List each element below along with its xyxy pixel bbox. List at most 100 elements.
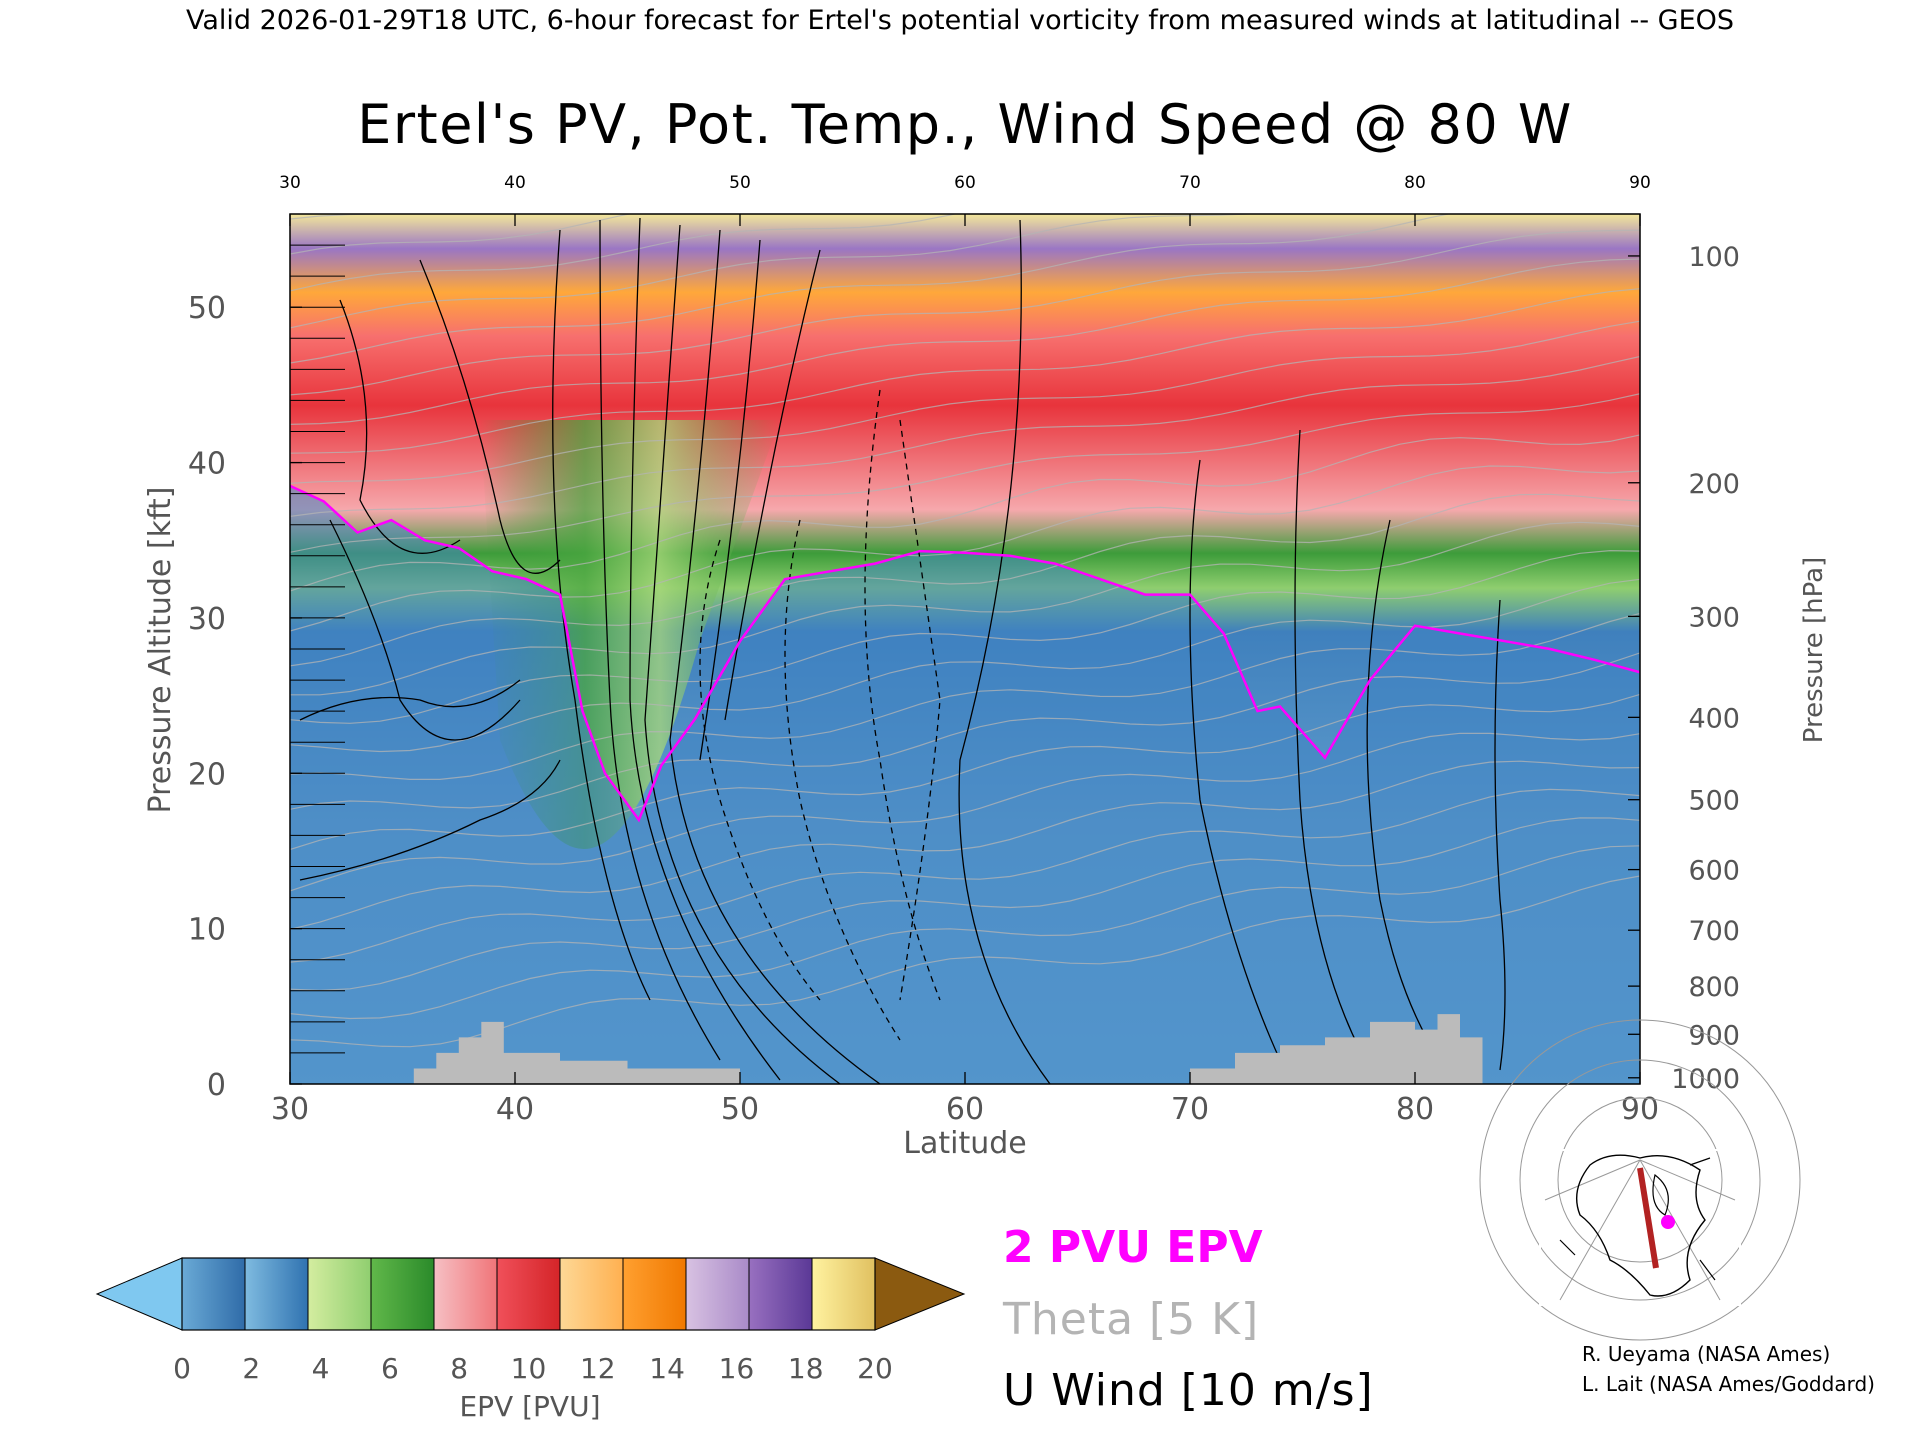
legend: 2 PVU EPV Theta [5 K] U Wind [10 m/s] bbox=[1002, 1222, 1374, 1416]
colorbar-under-arrow bbox=[95, 1257, 183, 1331]
credit-line-1: R. Ueyama (NASA Ames) bbox=[1582, 1342, 1830, 1366]
wind-contour bbox=[299, 759, 561, 881]
wind-contour bbox=[644, 224, 841, 1084]
y-tick-label-right: 900 bbox=[1688, 1020, 1740, 1051]
valid-line: Valid 2026-01-29T18 UTC, 6-hour forecast… bbox=[186, 5, 1734, 36]
colorbar-bin bbox=[497, 1258, 561, 1330]
theta-contour bbox=[290, 214, 958, 292]
credit-line-2: L. Lait (NASA Ames/Goddard) bbox=[1582, 1372, 1875, 1396]
wind-contour bbox=[1366, 519, 1441, 1061]
colorbar-bin bbox=[308, 1258, 372, 1330]
chart-title: Ertel's PV, Pot. Temp., Wind Speed @ 80 … bbox=[357, 93, 1573, 156]
colorbar-bin bbox=[434, 1258, 498, 1330]
colorbar-tick-label: 12 bbox=[580, 1352, 616, 1385]
x-tick-label: 60 bbox=[946, 1092, 984, 1127]
theta-contour bbox=[290, 288, 1640, 454]
y-tick-label: 30 bbox=[188, 602, 226, 637]
colorbar-bin bbox=[623, 1258, 687, 1330]
wind-contour-dashed bbox=[899, 419, 941, 1001]
pv2-contour bbox=[290, 484, 1640, 823]
y-axis-label-left: Pressure Altitude [kft] bbox=[143, 487, 178, 814]
x-tick-label-top: 80 bbox=[1404, 173, 1426, 193]
colorbar: 0 2 4 6 8 10 12 14 16 18 20 bbox=[95, 1257, 966, 1385]
colorbar-tick-label: 2 bbox=[242, 1352, 260, 1385]
theta-contour bbox=[290, 652, 1640, 810]
theta-contour bbox=[290, 845, 1640, 1020]
x-tick-label: 70 bbox=[1171, 1092, 1209, 1127]
wind-contour bbox=[419, 259, 561, 574]
colorbar-tick-label: 6 bbox=[381, 1352, 399, 1385]
locator-map bbox=[1479, 1019, 1801, 1341]
theta-contours bbox=[290, 214, 1640, 1048]
colorbar-tick-label: 14 bbox=[649, 1352, 685, 1385]
wind-contour bbox=[1189, 459, 1281, 1061]
x-tick-label-top: 50 bbox=[729, 173, 751, 193]
colorbar-bin bbox=[245, 1258, 309, 1330]
theta-contour bbox=[290, 258, 1640, 425]
colorbar-bin bbox=[749, 1258, 813, 1330]
theta-contour bbox=[290, 229, 1640, 396]
colorbar-tick-label: 4 bbox=[312, 1352, 330, 1385]
axes: 3030404050506060707080809090010203040501… bbox=[188, 173, 1740, 1127]
y-tick-label-right: 300 bbox=[1688, 602, 1740, 633]
theta-contour bbox=[290, 434, 1640, 592]
theta-contour bbox=[290, 393, 1640, 553]
x-tick-label-top: 40 bbox=[504, 173, 526, 193]
wind-contour bbox=[629, 217, 781, 1081]
theta-contour bbox=[290, 355, 1640, 517]
terrain-east bbox=[1190, 1014, 1483, 1084]
legend-item-wind: U Wind [10 m/s] bbox=[1003, 1365, 1374, 1416]
y-tick-label: 20 bbox=[188, 757, 226, 792]
colorbar-tick-label: 0 bbox=[173, 1352, 191, 1385]
y-tick-label-right: 200 bbox=[1688, 469, 1740, 500]
colorbar-frame bbox=[181, 1257, 876, 1331]
colorbar-tick-label: 18 bbox=[788, 1352, 824, 1385]
wind-contour bbox=[699, 239, 761, 761]
theta-contour bbox=[290, 817, 1640, 992]
wind-contour bbox=[669, 229, 881, 1084]
y-tick-label: 10 bbox=[188, 913, 226, 948]
wind-contour-dashed bbox=[864, 389, 941, 1001]
theta-contour bbox=[290, 214, 1256, 329]
y-tick-label: 40 bbox=[188, 447, 226, 482]
terrain bbox=[413, 1014, 1483, 1084]
x-tick-label: 80 bbox=[1396, 1092, 1434, 1127]
y-tick-label-right: 500 bbox=[1688, 786, 1740, 817]
colorbar-bin bbox=[371, 1258, 435, 1330]
theta-contour bbox=[290, 612, 1640, 780]
wind-contour bbox=[339, 299, 461, 554]
wind-contour bbox=[958, 219, 1051, 1084]
y-tick-label-right: 800 bbox=[1688, 972, 1740, 1003]
wind-contour bbox=[1494, 599, 1506, 1071]
wind-contour bbox=[1294, 429, 1361, 1051]
legend-item-pv2: 2 PVU EPV bbox=[1003, 1222, 1263, 1273]
theta-contour bbox=[290, 320, 1640, 484]
x-tick-label: 90 bbox=[1621, 1092, 1659, 1127]
colorbar-tick-label: 20 bbox=[857, 1352, 893, 1385]
colorbar-tick-label: 8 bbox=[450, 1352, 468, 1385]
y-tick-label-right: 100 bbox=[1688, 242, 1740, 273]
theta-contour bbox=[290, 875, 1640, 1048]
wind-contour bbox=[599, 219, 721, 1061]
location-marker bbox=[1661, 1215, 1675, 1229]
theta-contour bbox=[290, 214, 633, 255]
theta-contour bbox=[290, 693, 1640, 851]
colorbar-over-arrow bbox=[874, 1257, 966, 1331]
theta-contour bbox=[290, 732, 1640, 892]
y-tick-label-right: 400 bbox=[1688, 703, 1740, 734]
wind-contour bbox=[329, 519, 521, 741]
y-tick-label-right: 700 bbox=[1688, 916, 1740, 947]
cross-section-line bbox=[1637, 1167, 1659, 1269]
plot-area bbox=[290, 214, 1640, 1084]
wind-contour bbox=[299, 679, 521, 721]
wind-contour bbox=[552, 229, 651, 1001]
troposphere-fill bbox=[290, 485, 1640, 1084]
y-tick-label-right: 600 bbox=[1688, 856, 1740, 887]
theta-contour bbox=[290, 760, 1640, 930]
colorbar-bin bbox=[182, 1258, 246, 1330]
x-axis-label: Latitude bbox=[903, 1126, 1026, 1161]
legend-item-theta: Theta [5 K] bbox=[1002, 1294, 1259, 1345]
y-axis-label-right: Pressure [hPa] bbox=[1799, 557, 1829, 744]
theta-contour bbox=[290, 493, 1640, 667]
x-tick-label-top: 70 bbox=[1179, 173, 1201, 193]
